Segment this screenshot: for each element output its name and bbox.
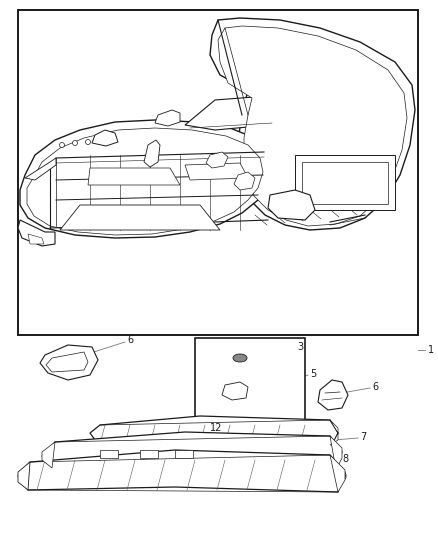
Polygon shape [92, 130, 118, 146]
Polygon shape [20, 120, 272, 238]
Polygon shape [60, 205, 220, 230]
Bar [100, 450, 118, 458]
Polygon shape [42, 442, 55, 468]
Polygon shape [18, 450, 345, 492]
Polygon shape [318, 380, 348, 410]
Text: 7: 7 [360, 432, 366, 442]
Polygon shape [185, 163, 248, 180]
Polygon shape [234, 172, 255, 190]
Polygon shape [27, 128, 263, 235]
Bar [195, 338, 305, 423]
Circle shape [85, 140, 91, 144]
Polygon shape [42, 432, 342, 470]
Polygon shape [330, 455, 345, 492]
Polygon shape [155, 110, 180, 126]
Text: 6: 6 [372, 382, 378, 392]
Polygon shape [268, 190, 315, 220]
Polygon shape [88, 168, 180, 185]
Text: 5: 5 [310, 369, 316, 379]
Bar [18, 10, 418, 335]
Polygon shape [40, 345, 98, 380]
Polygon shape [185, 95, 295, 130]
Bar [295, 155, 395, 210]
Text: 12: 12 [210, 423, 223, 433]
Polygon shape [210, 18, 415, 230]
Polygon shape [25, 158, 56, 180]
Polygon shape [330, 420, 338, 445]
Text: 6: 6 [127, 335, 133, 345]
Text: 1: 1 [428, 345, 434, 355]
Polygon shape [330, 436, 342, 470]
Bar [302, 162, 388, 204]
Polygon shape [18, 462, 30, 490]
Circle shape [60, 142, 64, 148]
Circle shape [73, 141, 78, 146]
Polygon shape [90, 416, 338, 445]
Text: 3: 3 [297, 342, 303, 352]
Polygon shape [18, 220, 55, 246]
Polygon shape [46, 352, 88, 372]
Polygon shape [206, 152, 228, 168]
Polygon shape [218, 26, 407, 226]
Ellipse shape [233, 354, 247, 362]
Text: 8: 8 [342, 454, 348, 464]
Bar [140, 450, 158, 458]
Text: 9: 9 [340, 472, 346, 482]
Polygon shape [222, 382, 248, 400]
Bar [175, 450, 193, 458]
Polygon shape [28, 234, 44, 244]
Polygon shape [144, 140, 160, 167]
